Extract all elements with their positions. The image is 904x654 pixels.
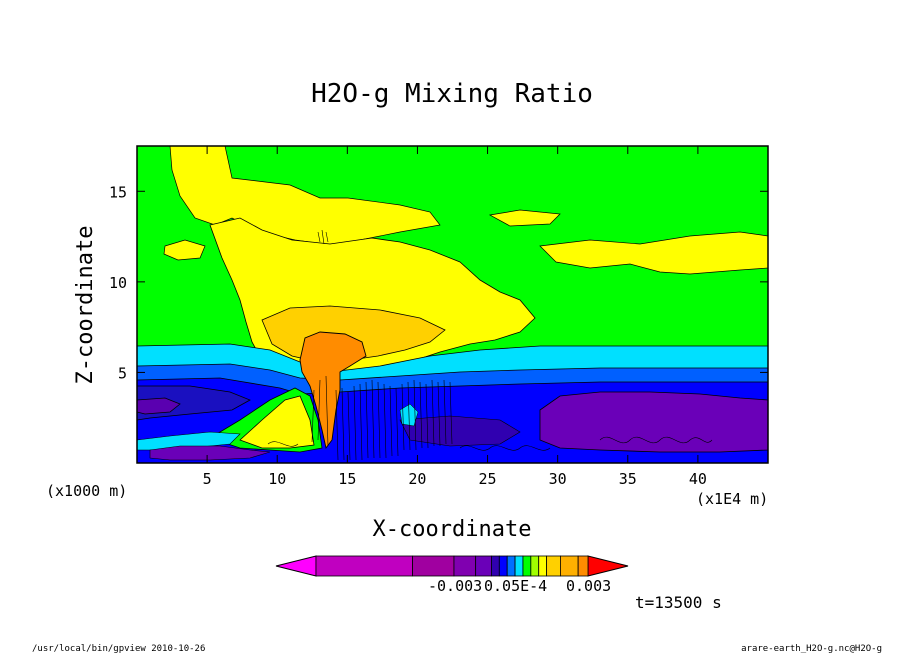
y-tick-label: 5 (118, 364, 127, 382)
region-cyan-low (137, 431, 241, 451)
footer-left: /usr/local/bin/gpview 2010-10-26 (32, 644, 205, 654)
region-orange-core (299, 331, 367, 450)
x-tick-label: 10 (268, 470, 286, 488)
colorbar-swatch (498, 555, 508, 577)
region-purple-left (137, 397, 181, 415)
colorbar-min-arrow (275, 555, 317, 577)
colorbar-swatch (546, 555, 561, 577)
colorbar-swatch (530, 555, 540, 577)
colorbar-max-arrow (587, 555, 629, 577)
colorbar-swatch (453, 555, 477, 577)
colorbar-swatch (577, 555, 589, 577)
chart-title: H2O-g Mixing Ratio (311, 79, 593, 109)
x-tick-label: 25 (479, 470, 497, 488)
y-tick-label: 10 (109, 274, 127, 292)
plot-area (137, 146, 768, 463)
region-yellow-foot (239, 395, 315, 449)
colorbar-swatch (538, 555, 548, 577)
region-purple-bottom-left (149, 445, 271, 461)
colorbar-swatch (475, 555, 492, 577)
x-tick-label: 35 (619, 470, 637, 488)
time-label: t=13500 s (635, 593, 722, 612)
y-axis-label: Z-coordinate (73, 226, 98, 385)
colorbar-swatch (315, 555, 413, 577)
x-unit-right: (x1E4 m) (696, 490, 768, 508)
colorbar-swatch (514, 555, 524, 577)
colorbar-swatch (506, 555, 516, 577)
x-tick-label: 40 (689, 470, 707, 488)
y-tick-label: 15 (109, 183, 127, 201)
x-axis-ticks: 5 10 15 20 25 30 35 40 (203, 146, 707, 488)
colorbar-label-right: 0.003 (566, 577, 611, 595)
region-yellow-left-b (163, 239, 206, 261)
x-tick-label: 15 (338, 470, 356, 488)
region-blue-inner (399, 415, 521, 447)
x-unit-left: (x1000 m) (46, 482, 127, 500)
x-tick-label: 5 (203, 470, 212, 488)
x-tick-label: 20 (408, 470, 426, 488)
colorbar-swatch (412, 555, 455, 577)
colorbar-label-mid: 0.05E-4 (484, 577, 547, 595)
region-yellow-right-a (539, 231, 768, 275)
plot-frame (136, 145, 769, 464)
footer-right: arare-earth_H2O-g.nc@H2O-g (741, 644, 882, 654)
x-tick-label: 30 (549, 470, 567, 488)
y-axis-ticks: 5 10 15 (109, 183, 768, 382)
contour-noise (267, 229, 713, 461)
colorbar-swatch (522, 555, 532, 577)
region-yellow-mid-c (488, 209, 561, 227)
colorbar-swatch (560, 555, 579, 577)
colorbar-swatch (491, 555, 500, 577)
colorbar (275, 555, 629, 577)
colorbar-label-left: -0.003 (428, 577, 482, 595)
region-purple-dry-zone (539, 391, 768, 453)
x-axis-label: X-coordinate (373, 517, 532, 542)
